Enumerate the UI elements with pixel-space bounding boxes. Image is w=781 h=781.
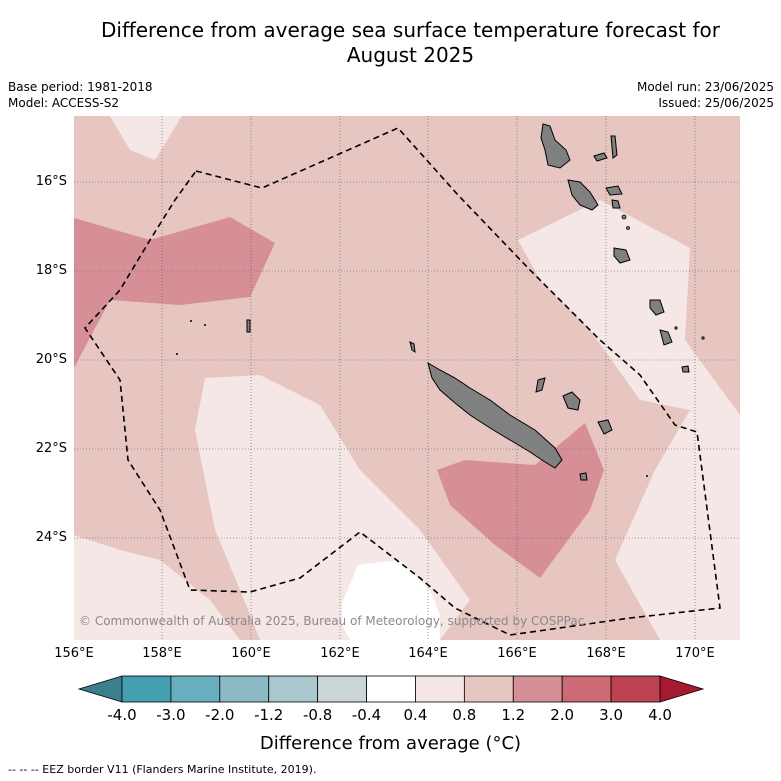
- belep-islet: [409, 341, 416, 354]
- colorbar-bin: [121, 675, 172, 703]
- loyalty-islands-lifou: [562, 391, 581, 411]
- colorbar-bin: [268, 675, 319, 703]
- vanuatu-ambae: [593, 152, 608, 162]
- lon-label: 158°E: [142, 646, 182, 661]
- anomaly-warm-region-west: [74, 217, 275, 368]
- lat-label: 16°S: [35, 174, 67, 189]
- anomaly-light-region-east: [518, 200, 740, 640]
- lat-label: 18°S: [35, 263, 67, 278]
- anomaly-light-region-southwest: [74, 535, 240, 640]
- colorbar-bin: [610, 675, 661, 703]
- colorbar-tick-label: -0.8: [302, 706, 333, 724]
- small-island: [626, 226, 630, 230]
- lon-label: 164°E: [408, 646, 448, 661]
- colorbar-bin: [512, 675, 563, 703]
- small-island: [176, 353, 178, 355]
- small-island: [190, 320, 192, 322]
- vanuatu-efate: [613, 247, 631, 264]
- small-island: [621, 214, 627, 220]
- small-island: [701, 336, 705, 340]
- new-caledonia-landmass: [427, 361, 563, 469]
- vanuatu-tanna: [659, 329, 673, 346]
- colorbar-over-arrow: [659, 675, 705, 703]
- anomaly-warm-region-south: [437, 423, 604, 578]
- graticule: [74, 116, 740, 640]
- small-island: [204, 324, 206, 326]
- colorbar-tick-label: 3.0: [599, 706, 623, 724]
- title-line-2: August 2025: [346, 43, 475, 67]
- model-text: Model: ACCESS-S2: [8, 96, 120, 110]
- colorbar-tick-label: 2.0: [550, 706, 575, 724]
- lon-label: 166°E: [497, 646, 537, 661]
- small-island: [646, 475, 648, 477]
- lon-label: 156°E: [54, 646, 94, 661]
- colorbar: [77, 675, 705, 703]
- colorbar-tick-label: -2.0: [205, 706, 235, 724]
- eez-border: [83, 127, 721, 636]
- anomaly-light-region-edge: [737, 598, 740, 610]
- map-area: [74, 116, 740, 640]
- vanuatu-espiritu-santo: [540, 123, 571, 169]
- lon-label: 170°E: [675, 646, 715, 661]
- colorbar-tick-label: 0.8: [452, 706, 477, 724]
- colorbar-bin: [463, 675, 514, 703]
- vanuatu-erromango: [649, 299, 665, 316]
- vanuatu-pentecost: [610, 135, 618, 159]
- colorbar-tick-label: -1.2: [254, 706, 284, 724]
- base-period-text: Base period: 1981-2018: [8, 80, 153, 94]
- vanuatu-malekula: [567, 179, 599, 211]
- island-west: [246, 319, 251, 333]
- lat-label: 20°S: [35, 352, 67, 367]
- anomaly-neutral-region: [342, 560, 440, 640]
- lat-label: 24°S: [35, 530, 67, 545]
- colorbar-tick-label: -0.4: [351, 706, 382, 724]
- lat-label: 22°S: [35, 441, 67, 456]
- model-run-text: Model run: 23/06/2025: [636, 80, 774, 94]
- colorbar-bin: [561, 675, 612, 703]
- small-island: [674, 326, 678, 330]
- lon-label: 162°E: [320, 646, 360, 661]
- colorbar-bin: [415, 675, 465, 703]
- lon-label: 168°E: [586, 646, 626, 661]
- vanuatu-aneityum: [681, 365, 690, 373]
- colorbar-tick-label: 4.0: [648, 706, 672, 724]
- colorbar-bin: [219, 675, 270, 703]
- colorbar-title: Difference from average (°C): [259, 733, 522, 754]
- colorbar-tick-label: 0.4: [403, 706, 428, 724]
- anomaly-light-region-north: [110, 116, 182, 160]
- colorbar-tick-label: -3.0: [156, 706, 186, 724]
- vanuatu-ambrym: [605, 185, 623, 196]
- colorbar-tick-label: 1.2: [501, 706, 526, 724]
- vanuatu-epi: [611, 199, 621, 209]
- lon-label: 160°E: [231, 646, 271, 661]
- colorbar-bin: [366, 675, 416, 703]
- colorbar-under-arrow: [77, 675, 123, 703]
- copyright-credit: © Commonwealth of Australia 2025, Bureau…: [79, 614, 585, 628]
- colorbar-tick-label: -4.0: [107, 706, 137, 724]
- loyalty-islands-ouvea: [535, 377, 546, 393]
- colorbar-bin: [317, 675, 367, 703]
- isle-of-pines: [579, 472, 588, 481]
- loyalty-islands-mare: [597, 419, 613, 435]
- map-title: Difference from average sea surface temp…: [0, 18, 781, 68]
- title-line-1: Difference from average sea surface temp…: [100, 18, 720, 42]
- colorbar-bin: [170, 675, 221, 703]
- issued-text: Issued: 25/06/2025: [658, 96, 774, 110]
- metadata-right: Model run: 23/06/2025 Issued: 25/06/2025: [637, 79, 774, 111]
- eez-footnote: -- -- -- EEZ border V11 (Flanders Marine…: [8, 763, 317, 776]
- metadata-left: Base period: 1981-2018 Model: ACCESS-S2: [8, 79, 153, 111]
